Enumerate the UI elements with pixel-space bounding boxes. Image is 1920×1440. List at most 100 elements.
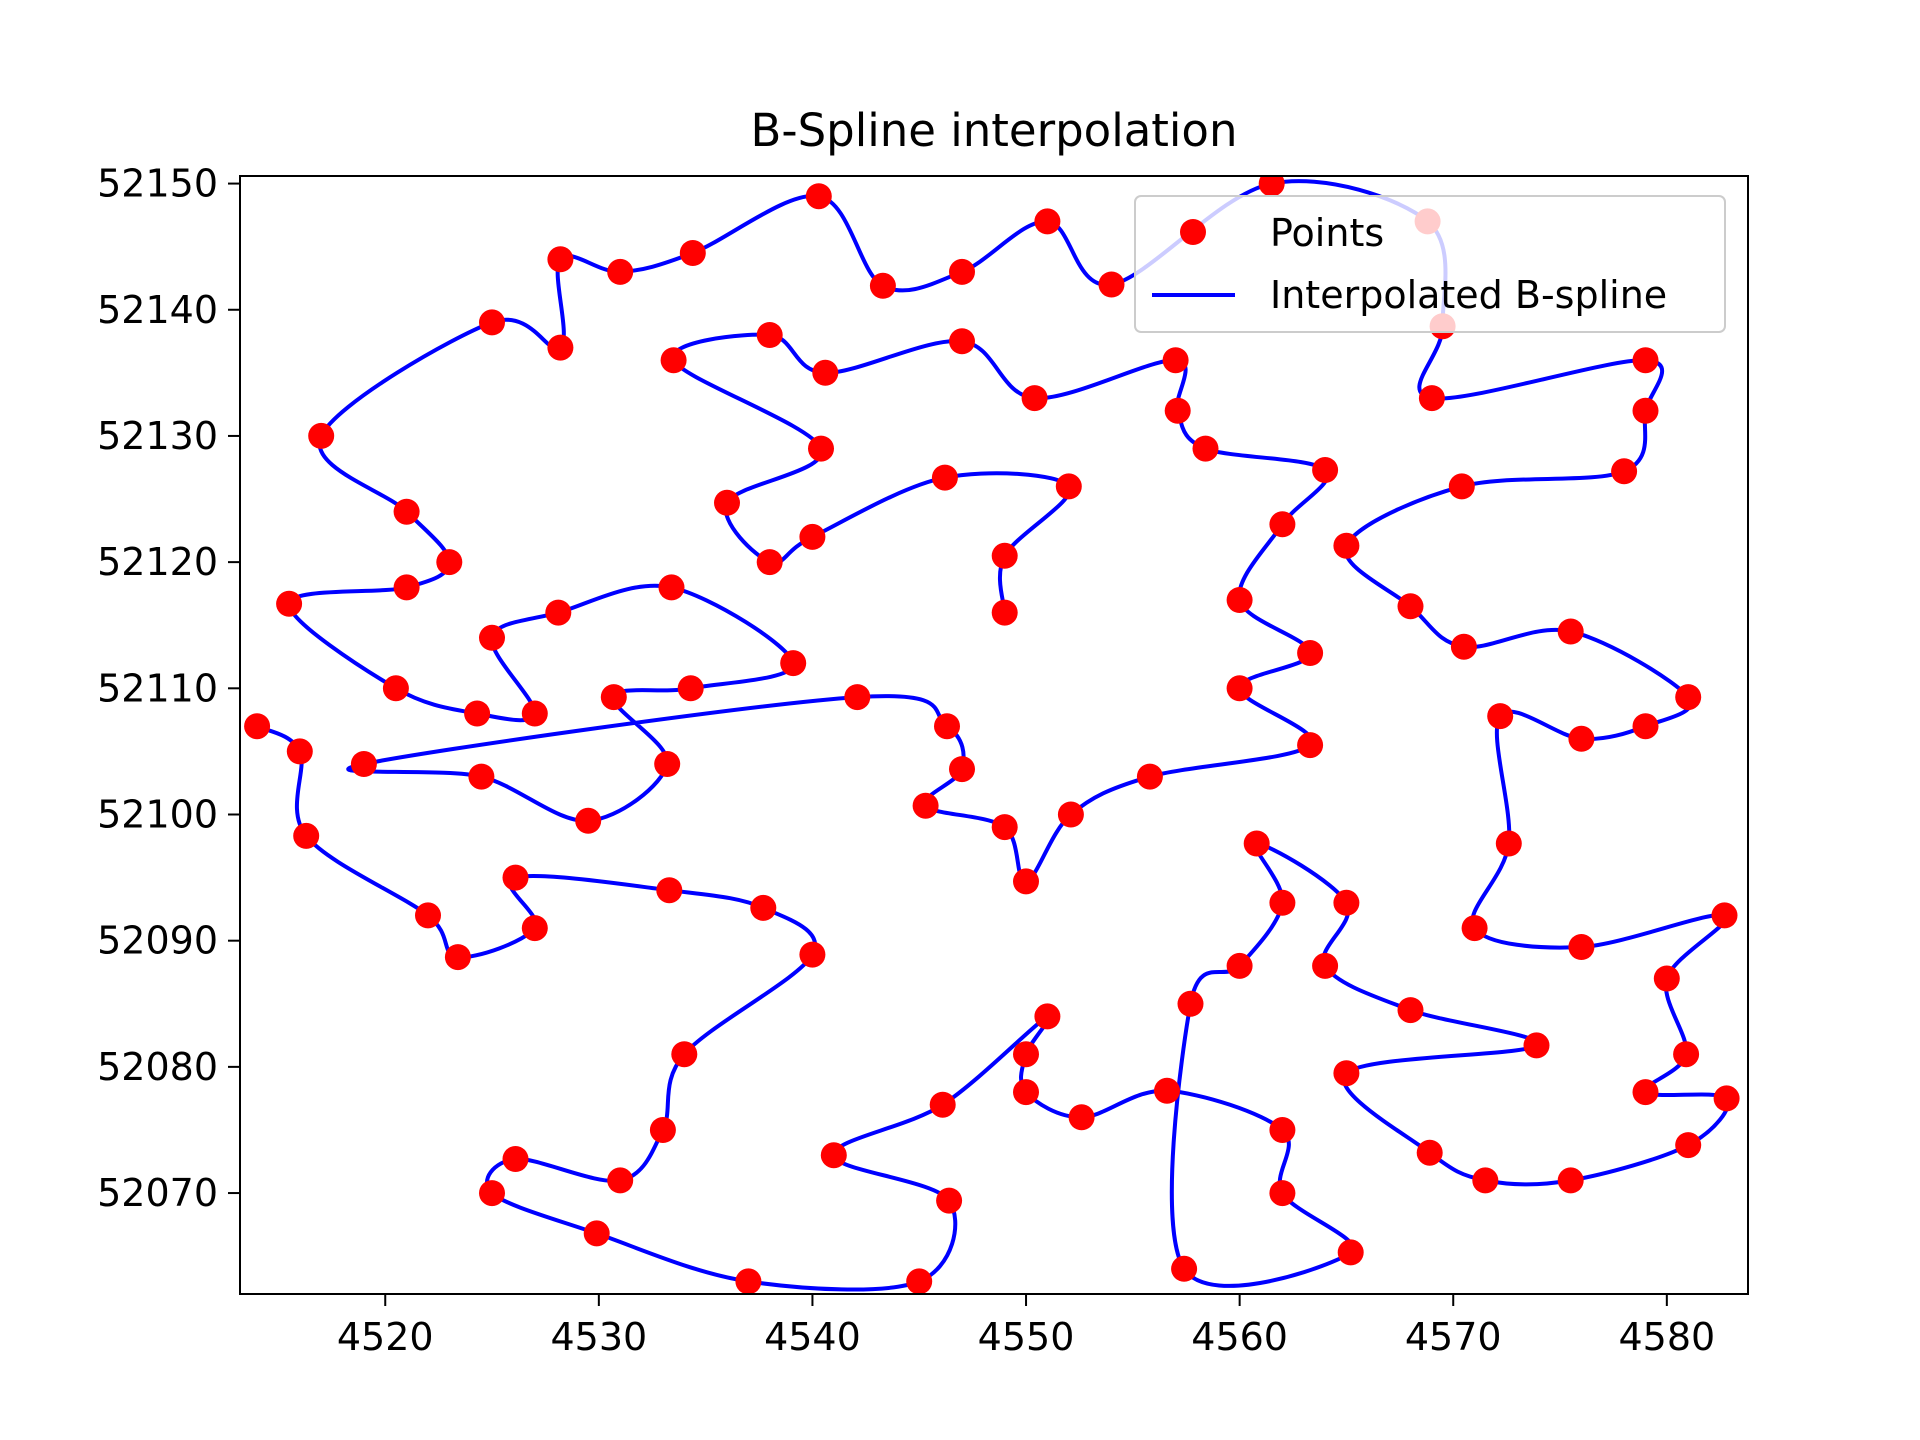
plot-frame: [239, 175, 1749, 1295]
data-point: [1495, 830, 1522, 857]
data-point: [1568, 725, 1595, 752]
data-point: [991, 814, 1018, 841]
data-point: [1448, 473, 1475, 500]
data-point: [1034, 208, 1061, 235]
data-point: [393, 498, 420, 525]
x-tick-label: 4520: [337, 1315, 434, 1359]
data-point: [949, 258, 975, 285]
data-point: [1523, 1032, 1550, 1059]
data-point: [1397, 997, 1424, 1024]
plot-area: [240, 176, 1748, 1294]
y-tick-label: 52070: [97, 1171, 218, 1215]
data-point: [1461, 915, 1488, 942]
data-point: [521, 700, 548, 727]
data-point: [1269, 1117, 1296, 1143]
data-point: [1711, 902, 1738, 929]
data-point: [1192, 435, 1219, 462]
y-axis: 52070 52080 52090 52100 52110 52120 52130 52140…: [97, 162, 240, 1215]
data-point: [1258, 176, 1285, 197]
x-tick-label: 4530: [550, 1315, 647, 1359]
data-point: [1269, 511, 1296, 538]
x-tick-label: 4560: [1191, 1315, 1288, 1359]
x-tick-label: 4540: [764, 1315, 861, 1359]
data-point: [1632, 1079, 1659, 1106]
data-point: [799, 941, 826, 968]
data-point: [1557, 618, 1584, 645]
data-point: [1013, 1079, 1039, 1106]
data-point: [607, 1167, 634, 1194]
data-point: [1297, 732, 1324, 759]
data-point: [276, 590, 303, 617]
legend-spline-label: Interpolated B-spline: [1270, 273, 1667, 317]
data-point: [1226, 675, 1253, 702]
data-point: [1713, 1085, 1740, 1112]
data-point: [869, 272, 896, 299]
data-point: [934, 713, 960, 740]
data-point: [1675, 1132, 1702, 1159]
data-point: [479, 624, 505, 651]
data-point: [1171, 1255, 1198, 1282]
data-point: [1177, 990, 1204, 1017]
data-point: [1162, 347, 1189, 374]
data-point: [820, 1142, 847, 1169]
data-point: [936, 1187, 963, 1214]
data-point: [1269, 889, 1296, 916]
data-point: [949, 328, 975, 355]
data-point: [600, 684, 627, 711]
data-point: [286, 738, 313, 765]
data-point: [780, 650, 807, 677]
data-point: [1333, 889, 1360, 916]
data-point: [293, 822, 320, 849]
y-tick-label: 52100: [97, 792, 218, 836]
data-point: [949, 756, 975, 783]
y-tick-label: 52130: [97, 414, 218, 458]
data-point: [912, 792, 939, 819]
data-point: [714, 489, 740, 516]
data-point: [308, 422, 335, 449]
legend-box: [1134, 195, 1726, 333]
data-point: [660, 347, 687, 374]
data-point: [1297, 640, 1324, 666]
data-point: [1450, 633, 1477, 660]
data-point: [382, 675, 409, 702]
data-point: [1333, 1060, 1360, 1087]
data-point: [756, 322, 783, 348]
points-layer: [244, 176, 1740, 1294]
data-point: [1568, 934, 1595, 960]
data-point: [671, 1041, 698, 1068]
data-point: [502, 864, 529, 891]
data-point: [1312, 457, 1339, 483]
y-tick-label: 52090: [97, 919, 218, 963]
data-point: [436, 549, 463, 576]
data-point: [1164, 397, 1191, 424]
y-tick-label: 52110: [97, 666, 218, 710]
data-point: [756, 549, 783, 576]
data-point: [575, 807, 602, 834]
y-tick-label: 52080: [97, 1045, 218, 1089]
y-tick-label: 52150: [97, 162, 218, 206]
data-point: [350, 751, 377, 777]
data-point: [1397, 593, 1424, 620]
data-point: [735, 1268, 762, 1294]
chart-title: B-Spline interpolation: [751, 104, 1238, 157]
data-point: [547, 334, 574, 361]
data-point: [244, 713, 271, 740]
data-point: [1068, 1104, 1095, 1131]
data-point: [545, 599, 572, 626]
data-point: [929, 1091, 956, 1118]
legend: Points Interpolated B-spline: [1134, 195, 1726, 333]
x-tick-label: 4550: [978, 1315, 1075, 1359]
data-point: [583, 1220, 610, 1247]
x-tick-label: 4570: [1405, 1315, 1502, 1359]
data-point: [468, 763, 495, 790]
data-point: [1098, 271, 1125, 298]
data-point: [991, 599, 1018, 626]
data-point: [1243, 830, 1270, 857]
data-point: [906, 1268, 933, 1294]
data-point: [812, 359, 839, 386]
data-point: [1057, 801, 1084, 828]
data-point: [464, 700, 491, 727]
data-point: [1487, 703, 1514, 730]
data-point: [1653, 965, 1680, 992]
